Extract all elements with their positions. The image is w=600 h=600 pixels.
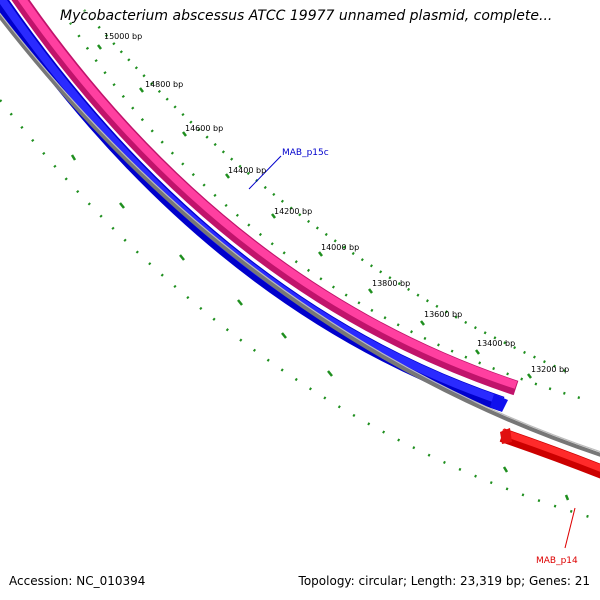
reverse-feature-arc-highlight <box>0 0 504 405</box>
scale-label: 14800 bp <box>145 80 183 89</box>
inner-ring-ticks <box>70 154 570 501</box>
scale-label: 14000 bp <box>321 243 359 252</box>
scale-label: 13600 bp <box>424 310 462 319</box>
summary-label: Topology: circular; Length: 23,319 bp; G… <box>298 574 590 588</box>
scale-label: 13200 bp <box>531 365 569 374</box>
gene-label-mab-p15c[interactable]: MAB_p15c <box>282 148 329 158</box>
scale-label: 13400 bp <box>477 339 515 348</box>
scale-labels: 15000 bp 14800 bp 14600 bp 14400 bp 1420… <box>104 32 569 374</box>
major-ticks <box>97 44 532 379</box>
reverse-feature-arc[interactable] <box>0 0 505 412</box>
scale-label: 15000 bp <box>104 32 142 41</box>
backbone-line <box>0 13 600 457</box>
gene-mab-p15c-pointer <box>248 155 282 190</box>
gene-mab-p14-pointer <box>564 507 576 549</box>
accession-label: Accession: NC_010394 <box>9 574 146 588</box>
reverse-feature-arrowhead <box>490 394 508 412</box>
scale-ring-ticks <box>83 9 571 375</box>
gene-label-mab-p14[interactable]: MAB_p14 <box>536 556 578 566</box>
scale-label: 14400 bp <box>228 166 266 175</box>
gene-mab-p14-arc-highlight <box>500 428 600 472</box>
forward-feature-arc-highlight <box>17 0 518 389</box>
gene-mab-p14-arc[interactable] <box>499 428 600 479</box>
backbone-line-inner <box>0 12 600 453</box>
scale-label: 14200 bp <box>274 207 312 216</box>
gene-mab-p14-arrowhead <box>500 428 512 444</box>
forward-feature-arc[interactable] <box>11 0 519 396</box>
scale-label: 14600 bp <box>185 124 223 133</box>
map-title: Mycobacterium abscessus ATCC 19977 unnam… <box>60 8 553 24</box>
scale-label: 13800 bp <box>372 279 410 288</box>
